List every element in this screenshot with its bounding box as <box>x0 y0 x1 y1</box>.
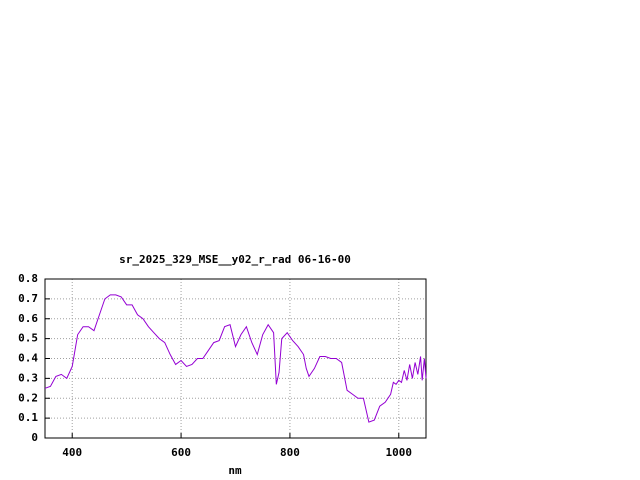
data-line <box>44 294 427 423</box>
y-tick-label: 0.2 <box>18 391 38 404</box>
y-tick-label: 0.6 <box>18 312 38 325</box>
y-tick-label: 0.1 <box>18 411 38 424</box>
x-tick-label: 1000 <box>386 446 413 459</box>
plot-frame <box>44 278 427 439</box>
y-tick-label: 0.7 <box>18 292 38 305</box>
x-axis-label: nm <box>228 464 242 477</box>
x-tick-label: 800 <box>280 446 300 459</box>
y-tick-label: 0.3 <box>18 371 38 384</box>
x-tick-label: 400 <box>62 446 82 459</box>
chart-title: sr_2025_329_MSE__y02_r_rad 06-16-00 <box>119 253 351 266</box>
y-tick-label: 0.8 <box>18 272 38 285</box>
y-tick-label: 0 <box>31 431 38 444</box>
x-tick-label: 600 <box>171 446 191 459</box>
y-tick-label: 0.4 <box>18 352 38 365</box>
y-tick-label: 0.5 <box>18 332 38 345</box>
